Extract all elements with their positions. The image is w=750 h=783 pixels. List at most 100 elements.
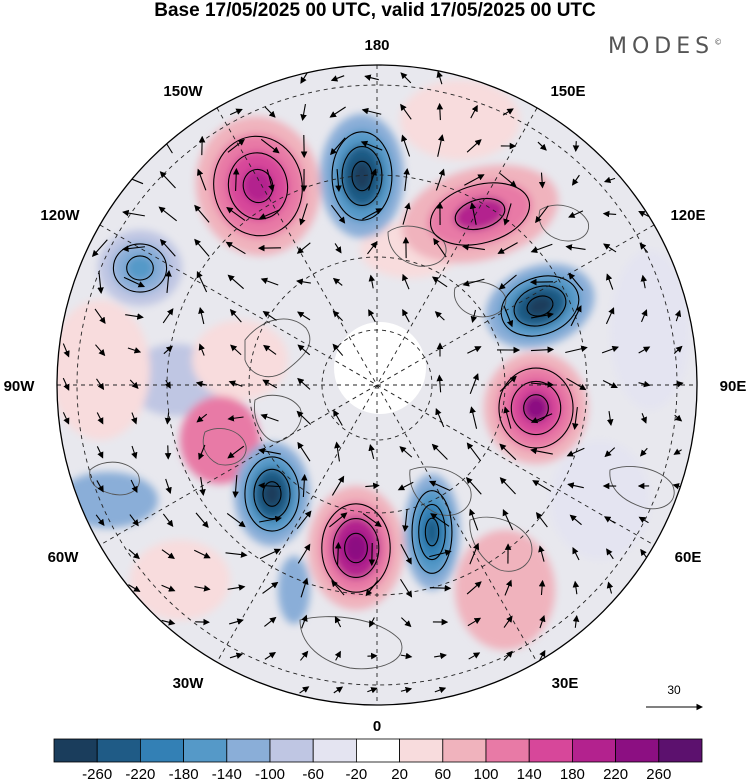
wind-arrow — [329, 512, 348, 528]
wind-arrow — [503, 305, 514, 328]
canada-low-shade — [126, 255, 154, 281]
wind-arrow — [258, 209, 281, 220]
wind-arrow — [400, 72, 412, 84]
wind-arrow — [572, 615, 580, 628]
wind-arrow — [198, 343, 205, 356]
wind-arrow — [334, 616, 342, 628]
lon-label-90e: 90E — [720, 378, 747, 395]
colorbar-tick-label: 260 — [646, 766, 671, 783]
wind-arrow — [127, 347, 142, 354]
gulf-of-alaska-high-contour — [242, 168, 274, 204]
wind-arrow — [602, 380, 618, 388]
wind-arrow — [429, 549, 452, 558]
wind-arrow — [400, 103, 412, 120]
wind-arrow — [602, 210, 617, 218]
wind-arrow — [467, 346, 482, 354]
canada-low-contour — [112, 243, 168, 293]
wind-arrow — [503, 615, 513, 628]
wind-arrow — [606, 273, 614, 290]
wind-arrow — [162, 308, 174, 324]
wind-arrow — [530, 346, 555, 353]
wind-arrow — [159, 238, 176, 257]
wind-arrow — [530, 381, 555, 388]
wind-arrow — [437, 134, 445, 157]
wind-arrow — [400, 544, 412, 565]
wind-arrow — [638, 380, 651, 388]
wind-arrow — [367, 687, 378, 694]
map-title: Base 17/05/2025 00 UTC, valid 17/05/2025… — [154, 0, 596, 21]
wind-arrow — [296, 242, 311, 254]
wind-arrow — [266, 169, 275, 192]
colorbar-swatches — [53, 738, 703, 763]
east-atlantic-high-contour — [332, 517, 380, 578]
wind-arrow — [530, 243, 553, 253]
wind-arrow — [264, 106, 276, 118]
colorbar-swatch — [615, 738, 660, 763]
wind-arrow — [264, 652, 277, 660]
wind-arrow — [566, 447, 585, 457]
colorbar-tick-label: 180 — [560, 766, 585, 783]
wind-arrow — [164, 379, 171, 389]
wind-arrow — [430, 513, 450, 527]
wind-arrow — [360, 140, 383, 151]
wind-arrow — [465, 476, 482, 495]
wind-arrow — [62, 412, 70, 425]
wind-arrow — [163, 345, 173, 355]
wind-arrow — [400, 652, 413, 660]
wind-arrow — [334, 243, 342, 254]
wind-arrow — [606, 548, 614, 560]
wind-arrow — [567, 482, 584, 489]
lon-label-60e: 60E — [675, 549, 702, 566]
wind-arrow — [570, 305, 582, 327]
wind-arrow — [436, 374, 444, 393]
wind-arrow — [162, 513, 174, 527]
wind-arrow — [435, 408, 445, 428]
wind-arrow — [566, 377, 587, 391]
anomaly-patch — [192, 320, 288, 400]
wind-arrow — [538, 172, 546, 189]
wind-arrow — [434, 311, 445, 321]
wind-arrow — [131, 445, 138, 460]
wind-arrow — [572, 141, 580, 152]
wind-arrow — [229, 652, 244, 659]
wind-arrow — [603, 243, 617, 253]
wind-arrow — [365, 580, 379, 597]
colorbar-swatch — [399, 738, 444, 763]
wind-arrow — [96, 480, 104, 493]
wind-arrow — [462, 243, 485, 251]
wind-arrow — [199, 477, 206, 496]
wind-arrow — [431, 276, 448, 288]
wind-arrow — [91, 239, 108, 258]
colorbar-swatch — [355, 738, 400, 763]
wind-arrow — [194, 585, 211, 592]
colorbar-tick-label: 20 — [391, 766, 408, 783]
wind-arrow — [466, 581, 482, 595]
wind-arrow — [402, 308, 410, 323]
wind-arrow — [499, 375, 517, 392]
colorbar-tick-label: -220 — [125, 766, 155, 783]
wind-arrow — [499, 477, 516, 495]
central-siberia-low-shade — [526, 295, 554, 317]
wind-arrow — [194, 204, 210, 223]
wind-arrow — [466, 442, 482, 462]
wind-arrow — [402, 509, 409, 533]
wind-arrow — [226, 512, 246, 528]
wind-arrow — [161, 584, 176, 592]
wind-arrow — [565, 244, 586, 251]
wind-arrow — [158, 206, 177, 222]
wind-arrow — [260, 277, 279, 286]
wind-arrow — [198, 444, 206, 461]
lon-label-120w: 120W — [40, 207, 80, 224]
lon-label-150w: 150W — [163, 83, 203, 100]
wind-arrow — [469, 542, 480, 565]
wind-arrow — [95, 514, 105, 527]
wind-arrow — [368, 444, 375, 460]
wind-arrow — [164, 412, 172, 425]
wind-arrow — [434, 652, 447, 660]
wind-arrow — [334, 650, 341, 661]
colorbar-swatch — [658, 738, 703, 763]
east-siberia-high-shade — [453, 197, 507, 231]
wind-arrow — [361, 107, 382, 115]
anomaly-patch — [57, 300, 150, 440]
wind-arrow — [429, 584, 452, 592]
